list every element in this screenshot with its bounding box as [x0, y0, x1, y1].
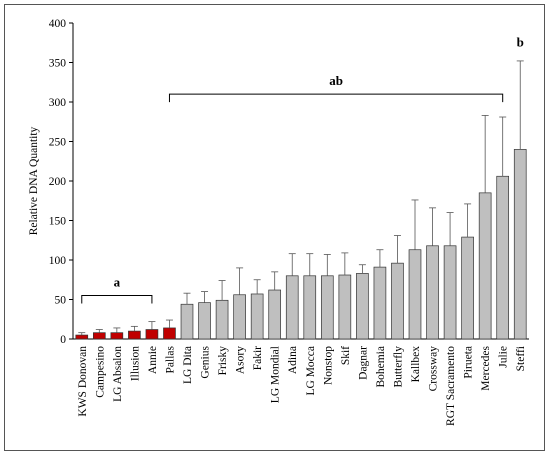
x-tick-label: Dagnar — [357, 346, 369, 380]
bar — [110, 332, 124, 340]
y-tick-label: 400 — [49, 18, 67, 30]
x-tick-label: Skif — [340, 346, 352, 365]
x-tick-label: Nonstop — [322, 346, 334, 385]
bar — [268, 289, 282, 340]
bar — [215, 299, 229, 340]
bar — [303, 275, 317, 340]
x-tick-label: RGT Sacramento — [445, 346, 457, 426]
bar — [513, 149, 527, 340]
x-tick-label: Genius — [200, 345, 212, 378]
bars — [75, 149, 527, 340]
annotations: a ab b — [81, 35, 524, 304]
x-tick-label: Kallbex — [410, 346, 422, 383]
bar — [338, 274, 352, 340]
bar — [128, 330, 141, 340]
x-tick-label: Illusion — [129, 346, 141, 381]
x-tick-label: Pallas — [164, 345, 176, 373]
x-tick-label: LG Dita — [182, 346, 194, 384]
bar — [391, 262, 404, 340]
chart-frame — [4, 4, 545, 451]
significance-letter: ab — [329, 73, 343, 88]
bar — [92, 332, 106, 340]
y-tick-label: 0 — [60, 334, 66, 346]
x-tick-label: Pirueta — [463, 346, 475, 379]
bar — [233, 294, 246, 340]
x-tick-label: Butterfly — [392, 346, 404, 388]
y-tick-label: 50 — [55, 295, 67, 307]
x-tick-label: LG Mondial — [270, 346, 282, 403]
bar — [285, 275, 299, 340]
significance-letter: a — [114, 275, 121, 290]
x-tick-label: Crossway — [428, 346, 440, 392]
x-tick-label: Annie — [147, 346, 159, 374]
bar — [320, 275, 334, 340]
bar — [461, 236, 474, 340]
bar — [426, 245, 439, 340]
bar — [496, 175, 510, 340]
significance-bracket — [168, 93, 504, 103]
x-tick-label: Frisky — [217, 346, 229, 376]
bar — [250, 293, 264, 340]
x-tick-labels: KWS Donovan Campesino LG Absalon Illusion An… — [77, 345, 527, 425]
x-tick-label: Mercedes — [480, 345, 492, 390]
bar — [198, 302, 211, 340]
x-tick-label: Steffi — [515, 346, 527, 371]
bar — [145, 329, 159, 340]
bar — [373, 266, 387, 340]
y-tick-label: 300 — [49, 97, 67, 109]
x-tick-label: KWS Donovan — [77, 346, 89, 417]
bar — [180, 303, 194, 340]
bar — [478, 192, 492, 340]
x-tick-label: LG Absalon — [112, 346, 124, 402]
x-tick-label: Asory — [235, 346, 247, 374]
y-tick-label: 150 — [49, 216, 67, 228]
x-tick-label: Fakir — [252, 346, 264, 370]
y-tick-label: 350 — [49, 58, 67, 70]
bar — [356, 273, 369, 340]
y-tick-label: 200 — [49, 176, 67, 188]
y-tick-label: 100 — [49, 255, 67, 267]
x-tick-label: Julie — [498, 346, 510, 368]
x-tick-label: LG Mocca — [305, 346, 317, 396]
significance-letter: b — [517, 35, 524, 50]
y-axis-label: Relative DNA Quantity — [28, 126, 40, 235]
bar — [408, 249, 422, 340]
x-tick-label: Campesino — [94, 346, 106, 398]
bar — [75, 334, 89, 340]
x-tick-label: Adina — [287, 346, 299, 374]
y-tick-label: 250 — [49, 137, 67, 149]
bar — [163, 327, 176, 340]
x-tick-label: Bohemia — [375, 346, 387, 388]
significance-bracket — [81, 295, 153, 304]
error-bars — [78, 60, 524, 336]
bar — [443, 245, 457, 340]
